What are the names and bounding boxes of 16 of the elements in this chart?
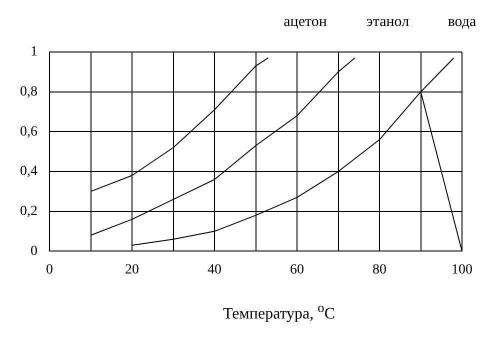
x-tick-label: 80	[372, 262, 386, 278]
text: ацетон	[284, 14, 327, 30]
y-tick-label: 0,4	[20, 164, 38, 180]
x-tick-label: 100	[452, 262, 472, 278]
series-label: вода	[448, 14, 477, 30]
y-tick-label: 0,8	[20, 84, 38, 100]
y-tick-label: 0,2	[20, 204, 38, 220]
x-tick-label: 0	[46, 262, 53, 278]
y-tick-label: 0,6	[20, 124, 38, 140]
y-tick-label: 0	[30, 244, 38, 259]
y-tick-label: 1	[30, 44, 38, 60]
x-tick-label: 40	[208, 262, 222, 278]
x-axis-title: Температура, $^{o}$C	[222, 300, 336, 324]
x-tick-label: 20	[125, 262, 139, 278]
text: этанол	[366, 14, 410, 30]
x-tick-label: 60	[290, 262, 304, 278]
